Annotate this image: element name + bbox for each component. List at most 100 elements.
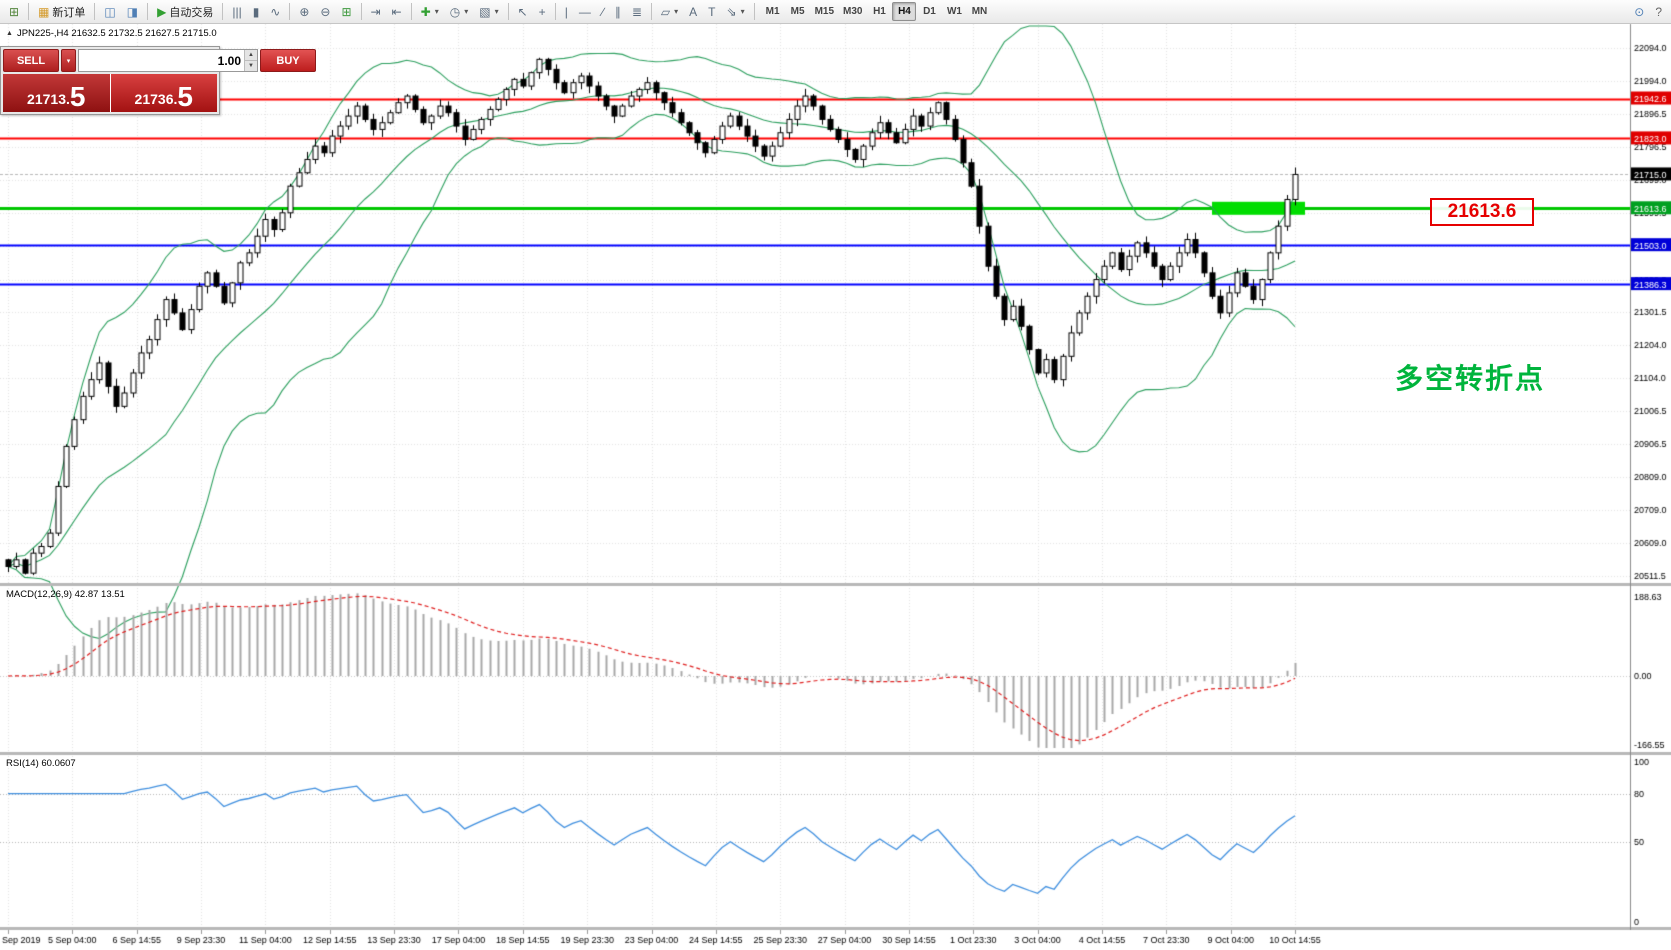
sell-price[interactable]: 21713. 5	[3, 74, 111, 112]
timeframe-w1-button[interactable]: W1	[942, 2, 966, 21]
chevron-down-icon: ▾	[66, 57, 71, 65]
candlestick-icon: ▮	[252, 4, 260, 19]
template-icon: ▧	[479, 4, 491, 19]
search-icon: ⊙	[1634, 4, 1645, 19]
text-tool-button[interactable]: A	[684, 2, 702, 22]
rsi-indicator-label: RSI(14) 60.0607	[6, 758, 76, 769]
main-chart-area[interactable]	[0, 24, 1630, 583]
toolbar-separator	[94, 3, 96, 20]
templates-caret-icon: ▾	[494, 7, 499, 16]
cursor-button[interactable]: ↖	[513, 2, 533, 22]
text-tool-icon: A	[689, 4, 698, 19]
line-chart-mode-button[interactable]: ∿	[265, 2, 285, 22]
clock-icon: ◷	[449, 4, 461, 19]
volume-control: ▲ ▼	[78, 49, 258, 72]
toolbar-separator	[360, 3, 362, 20]
fibonacci-button[interactable]: ≣	[627, 2, 647, 22]
candlestick-mode-button[interactable]: ▮	[248, 2, 265, 22]
shapes-button[interactable]: ▱ ▾	[656, 2, 683, 22]
arrows-tool-button[interactable]: ⇘ ▾	[722, 2, 750, 22]
price-axis[interactable]	[1630, 24, 1671, 930]
periods-caret-icon: ▾	[464, 7, 469, 16]
toolbar-separator	[147, 3, 149, 20]
zoom-in-icon: ⊕	[299, 4, 310, 19]
sell-price-int: 21713.	[27, 91, 70, 107]
rsi-panel[interactable]	[0, 755, 1630, 927]
volume-up-button[interactable]: ▲	[244, 50, 257, 61]
search-button[interactable]: ⊙	[1629, 2, 1649, 22]
chart-shift-icon: ⇤	[391, 4, 402, 19]
label-tool-button[interactable]: T	[703, 2, 720, 22]
toolbar-separator	[289, 3, 291, 20]
zoom-out-button[interactable]: ⊖	[315, 2, 335, 22]
toolbar-separator	[507, 3, 509, 20]
bar-chart-icon: |||	[232, 4, 242, 19]
data-window-icon: ◨	[126, 4, 139, 19]
new-order-label: 新订单	[52, 6, 86, 19]
collapse-panel-icon[interactable]: ▲	[6, 30, 13, 37]
price-level-annotation[interactable]: 21613.6	[1430, 198, 1534, 226]
market-watch-button[interactable]: ◫	[99, 2, 120, 22]
macd-panel[interactable]	[0, 586, 1630, 752]
new-chart-icon: ⊞	[9, 4, 20, 19]
trendline-icon: ∕	[601, 4, 604, 19]
horizontal-line-button[interactable]: —	[574, 2, 596, 22]
timeframe-m1-button[interactable]: M1	[761, 2, 785, 21]
buy-button[interactable]: BUY	[260, 49, 316, 72]
zoom-in-button[interactable]: ⊕	[294, 2, 314, 22]
periods-button[interactable]: ◷ ▾	[445, 2, 474, 22]
turning-point-annotation: 多空转折点	[1395, 363, 1546, 394]
new-chart-button[interactable]: ⊞	[4, 2, 24, 22]
timeframe-h1-button[interactable]: H1	[867, 2, 891, 21]
channel-button[interactable]: ∥	[610, 2, 626, 22]
timeframe-d1-button[interactable]: D1	[917, 2, 941, 21]
buy-price-frac: 5	[177, 80, 193, 112]
time-axis[interactable]	[0, 930, 1671, 950]
data-window-button[interactable]: ◨	[122, 2, 143, 22]
indicators-plus-icon: ✚	[420, 4, 431, 19]
macd-indicator-label: MACD(12,26,9) 42.87 13.51	[6, 589, 125, 600]
trendline-button[interactable]: ∕	[597, 2, 609, 22]
tile-windows-icon: ⊞	[341, 4, 352, 19]
indicators-button[interactable]: ✚ ▾	[416, 2, 444, 22]
fibonacci-icon: ≣	[631, 4, 642, 19]
autotrading-button[interactable]: ▶ 自动交易	[152, 2, 218, 22]
autotrading-play-icon: ▶	[157, 4, 167, 19]
symbol-ohlc-text: JPN225-,H4 21632.5 21732.5 21627.5 21715…	[16, 28, 217, 39]
new-order-button[interactable]: ▦ 新订单	[33, 2, 90, 22]
timeframe-mn-button[interactable]: MN	[967, 2, 991, 21]
volume-down-button[interactable]: ▼	[244, 61, 257, 71]
shapes-icon: ▱	[660, 4, 671, 19]
help-button[interactable]: ?	[1650, 2, 1667, 22]
vertical-line-button[interactable]: |	[560, 2, 573, 22]
horizontal-line-icon: —	[578, 4, 591, 19]
templates-button[interactable]: ▧ ▾	[474, 2, 503, 22]
buy-price[interactable]: 21736. 5	[110, 74, 217, 112]
tile-windows-button[interactable]: ⊞	[336, 2, 356, 22]
toolbar-separator	[410, 3, 412, 20]
indicators-caret-icon: ▾	[434, 7, 439, 16]
cursor-icon: ↖	[517, 4, 528, 19]
bar-chart-mode-button[interactable]: |||	[227, 2, 246, 22]
help-icon: ?	[1655, 4, 1662, 19]
auto-scroll-button[interactable]: ⇥	[366, 2, 386, 22]
timeframe-m5-button[interactable]: M5	[786, 2, 810, 21]
toolbar-separator	[28, 3, 30, 20]
toolbar-separator	[222, 3, 224, 20]
sell-button[interactable]: SELL	[3, 49, 59, 72]
chart-shift-button[interactable]: ⇤	[387, 2, 407, 22]
crosshair-button[interactable]: +	[534, 2, 551, 22]
sell-price-frac: 5	[69, 80, 86, 112]
label-tool-icon: T	[708, 4, 716, 19]
toolbar-separator	[554, 3, 556, 20]
timeframe-m30-button[interactable]: M30	[839, 2, 866, 21]
auto-scroll-icon: ⇥	[370, 4, 381, 19]
arrow-tool-icon: ⇘	[726, 4, 737, 19]
order-options-button[interactable]: ▾	[61, 49, 76, 72]
crosshair-icon: +	[538, 4, 546, 19]
timeframe-m15-button[interactable]: M15	[811, 2, 838, 21]
volume-input[interactable]	[79, 50, 244, 71]
timeframe-h4-button[interactable]: H4	[892, 2, 917, 21]
vertical-line-icon: |	[564, 4, 568, 19]
